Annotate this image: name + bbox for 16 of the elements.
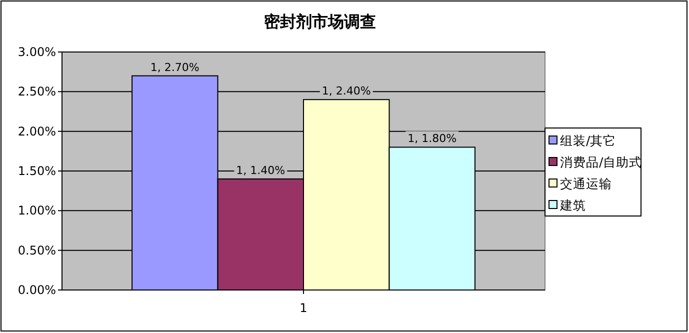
data-label: 1, 2.40% xyxy=(322,84,371,98)
data-label: 1, 1.80% xyxy=(408,132,457,146)
chart-title: 密封剂市场调查 xyxy=(264,12,376,31)
x-tick-label: 1 xyxy=(300,301,308,315)
legend-label: 交通运输 xyxy=(560,176,612,191)
y-tick-label: 2.00% xyxy=(18,124,56,138)
y-tick-label: 1.00% xyxy=(18,204,56,218)
y-tick-label: 2.50% xyxy=(18,84,56,99)
y-tick-label: 0.00% xyxy=(18,283,56,297)
legend-label: 组装/其它 xyxy=(560,133,616,148)
data-label: 1, 1.40% xyxy=(236,164,286,177)
data-label: 1, 2.70% xyxy=(150,60,200,74)
y-tick-label: 1.50% xyxy=(18,164,56,178)
y-tick-label: 3.00% xyxy=(18,45,56,59)
legend-label: 建筑 xyxy=(559,198,586,212)
y-tick-label: 0.50% xyxy=(18,243,56,258)
